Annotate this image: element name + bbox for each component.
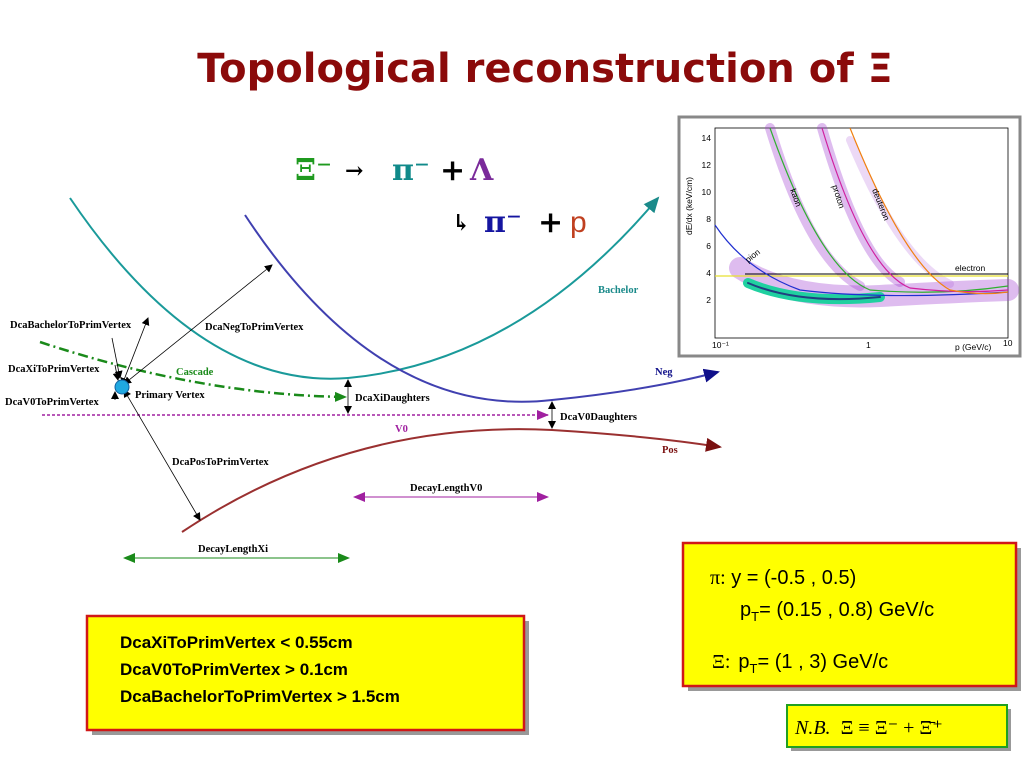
neg-track — [244, 214, 720, 403]
cut: DcaBachelorToPrimVertex > 1.5cm — [120, 687, 400, 706]
y-tick: 4 — [706, 268, 711, 278]
label: Neg — [655, 367, 673, 378]
kinematics-box: π: y = (-0.5 , 0.5) pT= (0.15 , 0.8) GeV… — [681, 541, 1021, 691]
label: DcaBachelorToPrimVertex — [10, 320, 132, 331]
decay: Ξ⁻ → π⁻ + Λ ↳ π⁻ + p — [295, 153, 587, 240]
decay-symbol: Ξ⁻ — [295, 153, 332, 188]
label: Pos — [662, 445, 678, 456]
range: p — [738, 651, 749, 673]
y-tick: 10 — [702, 187, 712, 197]
diagram-labels: DcaBachelorToPrimVertex DcaXiToPrimVerte… — [5, 285, 678, 555]
svg-text:π: y = (-0.5 , 0.5): π: y = (-0.5 , 0.5) — [710, 567, 856, 589]
x-tick: 10⁻¹ — [712, 340, 729, 350]
label: DecayLengthXi — [198, 544, 268, 555]
label: Cascade — [176, 367, 214, 378]
decay-symbol: π⁻ — [484, 205, 522, 240]
range: p — [740, 599, 751, 621]
symbol: Ξ: — [712, 651, 730, 673]
tracks — [39, 196, 722, 563]
range: T — [751, 609, 759, 624]
range: = (1 , 3) GeV/c — [758, 651, 889, 673]
cut: DcaV0ToPrimVertex > 0.1cm — [120, 660, 348, 679]
svg-text:Ξ:pT= (1 , 3) GeV/c: Ξ: pT= (1 , 3) GeV/c — [712, 651, 888, 676]
y-tick: 2 — [706, 295, 711, 305]
nb-box: N.B. Ξ ≡ Ξ⁻ + Ξ̄⁺ — [786, 704, 1011, 751]
y-tick: 6 — [706, 241, 711, 251]
nb-formula: Ξ ≡ Ξ⁻ + Ξ̄⁺ — [841, 717, 943, 739]
label: DcaXiToPrimVertex — [8, 364, 100, 375]
title: Topological reconstruction of Ξ — [197, 46, 893, 92]
decay-symbol: → — [345, 158, 363, 184]
cut: DcaXiToPrimVertex < 0.55cm — [120, 633, 353, 652]
x-tick: 10 — [1003, 338, 1013, 348]
decay-symbol: p — [570, 206, 587, 239]
y-axis-label: dE/dx (keV/cm) — [684, 177, 694, 235]
label: DcaV0ToPrimVertex — [5, 397, 99, 408]
decay-symbol: ↳ — [452, 210, 470, 236]
primary-vertex — [114, 379, 130, 395]
decay-symbol: + — [538, 205, 563, 240]
label: Primary Vertex — [135, 390, 205, 401]
range: y = (-0.5 , 0.5) — [726, 567, 857, 589]
label: DcaNegToPrimVertex — [205, 322, 304, 333]
decay-symbol: Λ — [469, 153, 494, 188]
dca-arrows — [111, 264, 556, 521]
label: Bachelor — [598, 285, 639, 296]
svg-text:N.B.Ξ ≡ Ξ⁻ + Ξ̄⁺: N.B. Ξ ≡ Ξ⁻ + Ξ̄⁺ — [794, 717, 943, 739]
cuts-box: DcaXiToPrimVertex < 0.55cm DcaV0ToPrimVe… — [85, 614, 529, 735]
y-tick: 12 — [702, 160, 712, 170]
svg-text:pT= (0.15 , 0.8) GeV/c: pT= (0.15 , 0.8) GeV/c — [740, 599, 934, 624]
x-axis-label: p (GeV/c) — [955, 342, 992, 352]
curve-label: electron — [955, 263, 986, 273]
inset-plot: 2 4 6 8 10 12 14 10⁻¹ 1 10 p (GeV/c) dE/… — [677, 115, 1022, 358]
label: DcaXiDaughters — [355, 393, 430, 404]
pos-track — [181, 428, 722, 533]
label: DecayLengthV0 — [410, 483, 482, 494]
y-tick: 14 — [702, 133, 712, 143]
label: DcaPosToPrimVertex — [172, 457, 269, 468]
x-tick: 1 — [866, 340, 871, 350]
label: DcaV0Daughters — [560, 412, 637, 423]
y-tick: 8 — [706, 214, 711, 224]
range: T — [750, 661, 758, 676]
range: = (0.15 , 0.8) GeV/c — [759, 599, 934, 621]
decay-symbol: + — [440, 153, 465, 188]
nb-label: N.B. — [794, 717, 831, 739]
decay-symbol: π⁻ — [392, 153, 430, 188]
symbol: π: — [710, 567, 726, 589]
label: V0 — [395, 424, 408, 435]
